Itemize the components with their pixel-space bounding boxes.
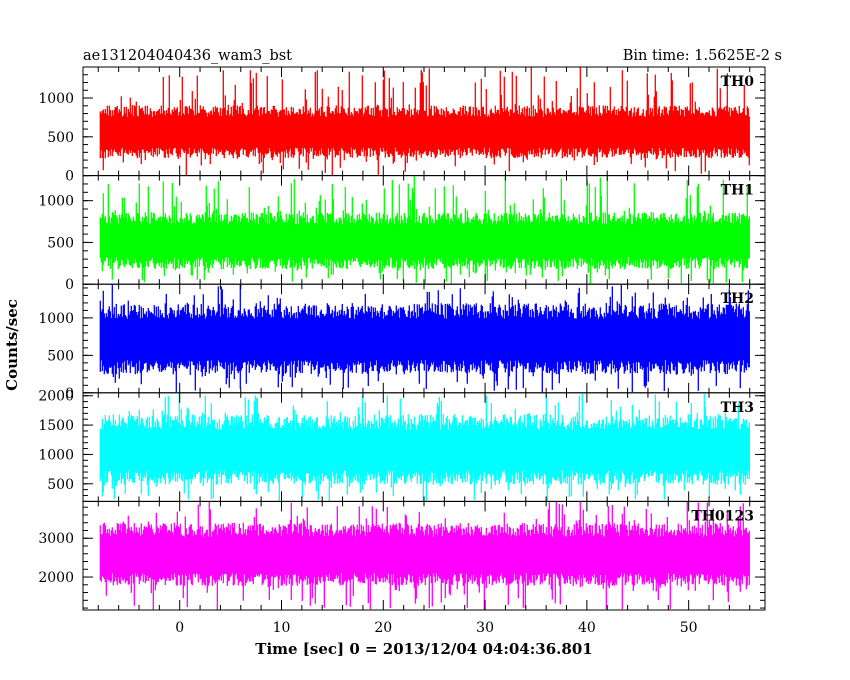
panel-label: TH0123 <box>691 508 754 524</box>
y-tick-label: 2000 <box>38 570 74 586</box>
series-th1-line <box>99 175 750 285</box>
series-th2-line <box>99 284 750 393</box>
x-tick-label: 50 <box>680 620 698 636</box>
y-axis-label: Counts/sec <box>3 299 21 391</box>
x-tick-label: 40 <box>578 620 596 636</box>
panel-th1: 0 500 1000 TH1 <box>38 175 766 293</box>
y-tick-label: 0 <box>65 386 74 402</box>
panel-th3: 500 1000 1500 2000 TH3 <box>38 389 766 502</box>
y-tick-label: 1000 <box>38 311 74 327</box>
series-th3-line <box>99 393 750 502</box>
x-tick-label: 30 <box>476 620 494 636</box>
series-th0123-line <box>99 501 750 610</box>
series-th0-line <box>99 67 750 176</box>
panel-th0: 0 500 1000 TH0 <box>38 66 766 185</box>
panel-label: TH3 <box>721 400 754 416</box>
y-tick-label: 0 <box>65 169 74 185</box>
y-tick-label: 3000 <box>38 531 74 547</box>
x-tick-label: 20 <box>374 620 392 636</box>
y-tick-label: 1000 <box>38 91 74 107</box>
y-tick-label: 500 <box>47 348 74 364</box>
panel-label: TH1 <box>721 183 754 199</box>
x-tick-label: 10 <box>273 620 291 636</box>
y-tick-label: 2000 <box>38 389 74 405</box>
panel-th0123: 2000 3000 TH0123 <box>38 500 766 611</box>
y-tick-label: 1000 <box>38 447 74 463</box>
panel-th2: 0 500 1000 TH2 <box>38 283 766 402</box>
y-tick-label: 1500 <box>38 418 74 434</box>
x-tick-label: 0 <box>175 620 184 636</box>
panel-label: TH2 <box>721 291 754 307</box>
header-title: ae131204040436_wam3_bst <box>83 48 292 64</box>
header-bin-time: Bin time: 1.5625E-2 s <box>623 48 782 64</box>
y-tick-label: 1000 <box>38 194 74 210</box>
x-axis-label: Time [sec] 0 = 2013/12/04 04:04:36.801 <box>255 640 592 658</box>
panel-label: TH0 <box>721 74 755 90</box>
y-tick-label: 500 <box>47 235 74 251</box>
y-tick-label: 500 <box>47 477 74 493</box>
y-tick-label: 0 <box>65 277 74 293</box>
y-tick-label: 500 <box>47 130 74 146</box>
